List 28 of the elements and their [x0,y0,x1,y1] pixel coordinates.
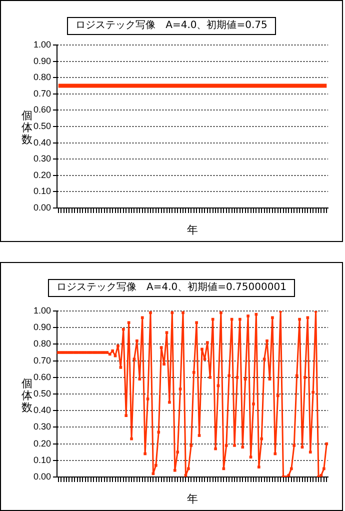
y-tick-label: 0.30 [33,154,51,164]
chart-title: ロジステック写像 A=4.0、初期値=0.75000001 [48,279,296,297]
y-tick-label: 0.10 [33,454,51,465]
y-tick-label: 0.40 [33,405,51,416]
y-tick-label: 0.90 [33,56,51,66]
y-tick-label: 0.00 [33,471,51,482]
chart-title: ロジステック写像 A=4.0、初期値=0.75 [66,17,276,35]
y-tick-label: 0.60 [33,372,51,382]
y-tick-label: 0.60 [33,104,51,115]
y-axis-title: 個体数 [21,109,33,146]
y-tick-label: 0.90 [33,322,51,332]
y-tick-label: 0.70 [33,88,51,98]
y-tick-label: 0.00 [33,202,51,212]
y-tick-label: 1.00 [33,305,51,316]
y-tick-label: 0.20 [33,170,51,180]
y-tick-label: 0.10 [33,186,51,196]
x-axis-title: 年 [187,224,198,236]
y-tick-label: 0.80 [33,338,51,349]
y-tick-label: 0.40 [33,137,51,148]
y-tick-label: 1.00 [33,39,51,50]
y-tick-label: 0.50 [33,120,51,131]
y-tick-label: 0.80 [33,72,51,82]
y-tick-label: 0.30 [33,422,51,432]
y-axis-title: 個体数 [21,376,33,414]
x-axis-title: 年 [187,493,198,506]
y-tick-label: 0.20 [33,438,51,448]
y-tick-label: 0.70 [33,355,51,366]
y-tick-label: 0.50 [33,388,51,398]
